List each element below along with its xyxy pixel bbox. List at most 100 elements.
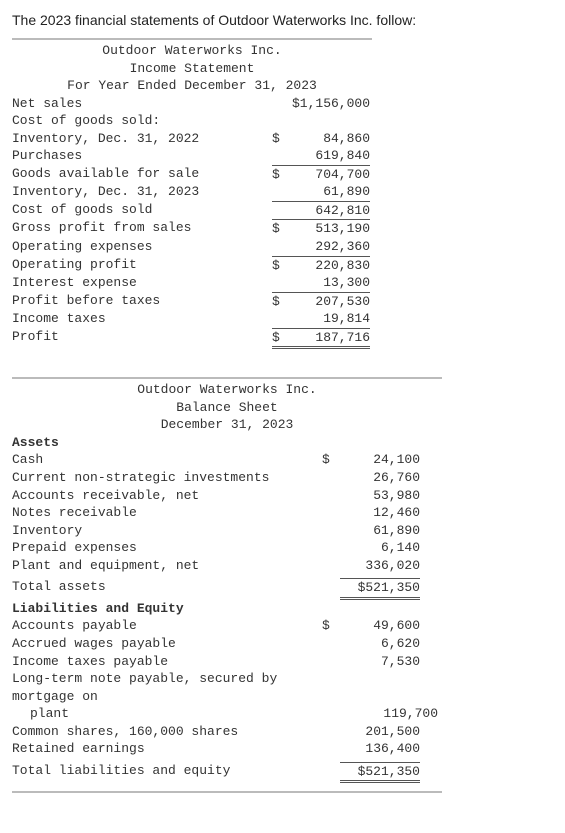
row-label: Common shares, 160,000 shares	[12, 723, 322, 741]
row-label: Inventory	[12, 522, 322, 540]
bs-company: Outdoor Waterworks Inc.	[12, 381, 442, 399]
row-amount: 61,890	[290, 183, 370, 201]
bs-row-total-assets: Total assets $521,350	[12, 578, 553, 600]
row-label: Goods available for sale	[12, 165, 272, 184]
row-amount: 220,830	[290, 256, 370, 275]
row-amount: 19,814	[290, 310, 370, 328]
row-label: Income taxes	[12, 310, 272, 328]
bs-row-ppe: Plant and equipment, net 336,020	[12, 557, 553, 575]
row-amount: 187,716	[290, 328, 370, 350]
currency-symbol: $	[272, 165, 290, 184]
row-amount: 704,700	[290, 165, 370, 184]
bs-row-taxpay: Income taxes payable 7,530	[12, 653, 553, 671]
row-label: Total liabilities and equity	[12, 762, 322, 784]
is-row-net-sales: Net sales $1,156,000	[12, 95, 553, 113]
row-label: Long-term note payable, secured by mortg…	[12, 670, 322, 705]
bs-row-ltnote-1: Long-term note payable, secured by mortg…	[12, 670, 553, 705]
row-amount: 619,840	[290, 147, 370, 165]
divider	[12, 377, 442, 379]
row-label: Operating expenses	[12, 238, 272, 256]
row-amount: 61,890	[340, 522, 420, 540]
is-row-profit: Profit $ 187,716	[12, 328, 553, 350]
row-label: plant	[12, 705, 340, 723]
row-label: Income taxes payable	[12, 653, 322, 671]
bs-row-wages: Accrued wages payable 6,620	[12, 635, 553, 653]
is-row-opprofit: Operating profit $ 220,830	[12, 256, 553, 275]
is-row-goods-avail: Goods available for sale $ 704,700	[12, 165, 553, 184]
row-amount: 84,860	[290, 130, 370, 148]
row-amount: 201,500	[340, 723, 420, 741]
row-amount: 13,300	[290, 274, 370, 292]
balance-sheet: Outdoor Waterworks Inc. Balance Sheet De…	[12, 377, 553, 793]
row-label: Prepaid expenses	[12, 539, 322, 557]
is-row-cogs-hdr: Cost of goods sold:	[12, 112, 553, 130]
is-row-inv-beg: Inventory, Dec. 31, 2022 $ 84,860	[12, 130, 553, 148]
currency-symbol: $	[272, 328, 290, 350]
bs-row-investments: Current non-strategic investments 26,760	[12, 469, 553, 487]
row-label: Gross profit from sales	[12, 219, 272, 238]
row-label: Plant and equipment, net	[12, 557, 322, 575]
is-row-intexp: Interest expense 13,300	[12, 274, 553, 292]
row-amount: 12,460	[340, 504, 420, 522]
row-label: Current non-strategic investments	[12, 469, 322, 487]
bs-period: December 31, 2023	[12, 416, 442, 434]
row-amount: 336,020	[340, 557, 420, 575]
row-label: Cost of goods sold	[12, 201, 272, 220]
row-label: Accrued wages payable	[12, 635, 322, 653]
bs-row-ar: Accounts receivable, net 53,980	[12, 487, 553, 505]
bs-row-ltnote-2: plant 119,700	[12, 705, 553, 723]
bs-row-cash: Cash $ 24,100	[12, 451, 553, 469]
row-label: Notes receivable	[12, 504, 322, 522]
row-amount: 7,530	[340, 653, 420, 671]
currency-symbol: $	[272, 130, 290, 148]
row-label: Interest expense	[12, 274, 272, 292]
row-label: Inventory, Dec. 31, 2023	[12, 183, 272, 201]
intro-text: The 2023 financial statements of Outdoor…	[12, 12, 553, 28]
row-amount: $521,350	[340, 762, 420, 784]
row-label: Cost of goods sold:	[12, 112, 272, 130]
row-label: Cash	[12, 451, 322, 469]
bs-assets-header: Assets	[12, 434, 553, 452]
currency-symbol: $	[272, 256, 290, 275]
row-amount: 24,100	[340, 451, 420, 469]
row-amount: 136,400	[340, 740, 420, 758]
row-label: Purchases	[12, 147, 272, 165]
is-period: For Year Ended December 31, 2023	[12, 77, 372, 95]
is-row-purchases: Purchases 619,840	[12, 147, 553, 165]
is-row-gross: Gross profit from sales $ 513,190	[12, 219, 553, 238]
is-row-opexp: Operating expenses 292,360	[12, 238, 553, 256]
is-row-tax: Income taxes 19,814	[12, 310, 553, 328]
bs-liab-header: Liabilities and Equity	[12, 600, 553, 618]
section-header: Assets	[12, 434, 322, 452]
row-amount: 513,190	[290, 219, 370, 238]
is-row-inv-end: Inventory, Dec. 31, 2023 61,890	[12, 183, 553, 201]
bs-row-nr: Notes receivable 12,460	[12, 504, 553, 522]
row-amount: 6,620	[340, 635, 420, 653]
is-row-pbt: Profit before taxes $ 207,530	[12, 292, 553, 311]
row-label: Accounts receivable, net	[12, 487, 322, 505]
is-company: Outdoor Waterworks Inc.	[12, 42, 372, 60]
row-amount: 119,700	[358, 705, 438, 723]
row-label: Profit	[12, 328, 272, 350]
bs-row-total-liab: Total liabilities and equity $521,350	[12, 762, 553, 784]
is-row-cogs: Cost of goods sold 642,810	[12, 201, 553, 220]
row-amount: 49,600	[340, 617, 420, 635]
row-label: Profit before taxes	[12, 292, 272, 311]
bs-title: Balance Sheet	[12, 399, 442, 417]
divider	[12, 791, 442, 793]
currency-symbol: $	[272, 219, 290, 238]
row-amount: 292,360	[290, 238, 370, 256]
row-label: Net sales	[12, 95, 272, 113]
row-label: Inventory, Dec. 31, 2022	[12, 130, 272, 148]
section-header: Liabilities and Equity	[12, 600, 322, 618]
row-amount: 207,530	[290, 292, 370, 311]
bs-row-ap: Accounts payable $ 49,600	[12, 617, 553, 635]
row-label: Operating profit	[12, 256, 272, 275]
is-title: Income Statement	[12, 60, 372, 78]
bs-row-prepaid: Prepaid expenses 6,140	[12, 539, 553, 557]
row-label: Total assets	[12, 578, 322, 600]
row-amount: 26,760	[340, 469, 420, 487]
currency-symbol: $	[272, 292, 290, 311]
bs-row-inventory: Inventory 61,890	[12, 522, 553, 540]
row-label: Accounts payable	[12, 617, 322, 635]
